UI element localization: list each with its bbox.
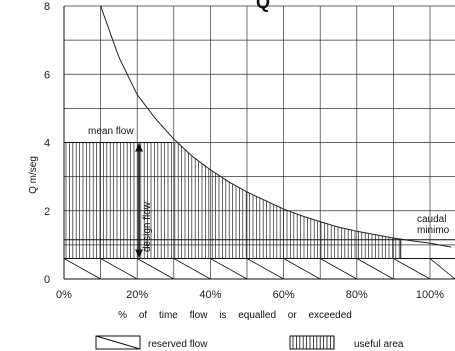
- reserved-flow-diagonal: [210, 258, 248, 280]
- reserved-flow-diagonal: [320, 258, 357, 280]
- design-flow-arrow: [135, 143, 144, 258]
- legend: reserved flow useful area: [95, 335, 404, 350]
- x-tick-label: 80%: [346, 289, 368, 301]
- x-tick-label: 20%: [126, 289, 148, 301]
- y-tick-label: 8: [44, 1, 50, 13]
- legend-item-reserved: reserved flow: [95, 335, 208, 350]
- useful-area-hatch: [65, 142, 402, 259]
- legend-label-useful: useful area: [354, 339, 404, 350]
- legend-item-useful: useful area: [289, 335, 404, 350]
- caudal-label: caudal: [417, 214, 446, 225]
- design-flow-arrow-head-bottom: [135, 249, 144, 258]
- legend-swatch-useful-hatch: [292, 336, 335, 349]
- y-tick-labels: 0 2 4 6 8: [44, 1, 50, 286]
- reserved-flow-diagonal: [63, 258, 101, 280]
- reserved-flow-diagonal: [283, 258, 321, 280]
- chart-title: Q: [256, 0, 270, 12]
- reserved-flow-diagonal: [429, 258, 455, 280]
- y-tick-label: 4: [44, 138, 50, 150]
- y-axis-label: Q m/seg: [28, 156, 39, 194]
- design-flow-arrow-head-top: [135, 143, 144, 152]
- x-tick-label: 60%: [273, 289, 295, 301]
- legend-label-reserved: reserved flow: [148, 339, 208, 350]
- reserved-flow-diagonal: [393, 258, 431, 280]
- x-axis-label: % of time flow is equalled or exceeded: [118, 310, 352, 321]
- design-flow-label: design flow: [142, 201, 153, 252]
- reserved-flow-diagonal: [100, 258, 138, 280]
- minimo-label: minimo: [417, 225, 450, 236]
- y-tick-label: 2: [44, 206, 50, 218]
- flow-duration-curve: [100, 6, 452, 248]
- reserved-flow-band: [63, 258, 455, 280]
- x-tick-labels: 0% 20% 40% 60% 80% 100%: [56, 289, 444, 301]
- x-tick-label: 0%: [56, 289, 72, 301]
- x-tick-label: 100%: [416, 289, 444, 301]
- reserved-flow-diagonal: [356, 258, 394, 280]
- reserved-flow-diagonal: [173, 258, 211, 280]
- y-tick-label: 6: [44, 69, 50, 81]
- x-tick-label: 40%: [199, 289, 221, 301]
- reserved-flow-diagonal: [137, 258, 174, 280]
- mean-flow-label: mean flow: [88, 126, 134, 137]
- legend-swatch-reserved-diagonal: [95, 335, 141, 350]
- y-tick-label: 0: [44, 274, 50, 286]
- reserved-flow-diagonal: [246, 258, 284, 280]
